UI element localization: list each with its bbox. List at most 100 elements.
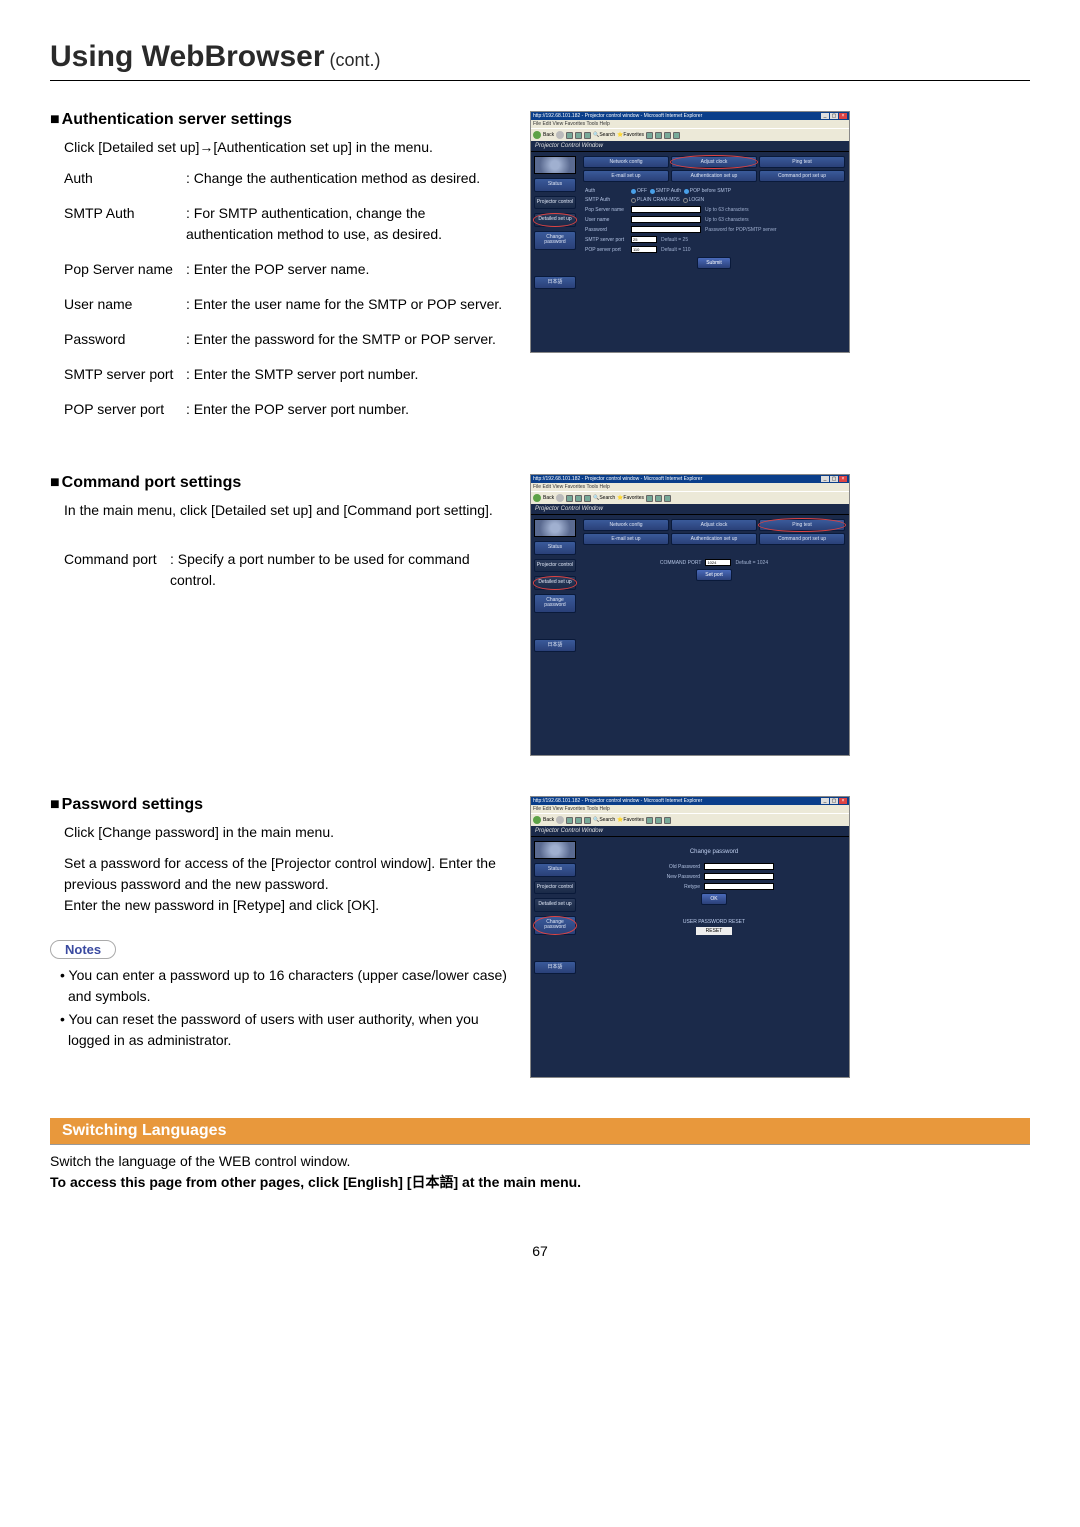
- pcw-sidebar: Status Projector control Detailed set up…: [531, 837, 579, 1077]
- history-icon[interactable]: [655, 132, 662, 139]
- tab-adjust-clock[interactable]: Adjust clock: [671, 156, 757, 168]
- tab-ping[interactable]: Ping test: [759, 519, 845, 531]
- ie-toolbar: Back 🔍Search ⭐Favorites: [531, 491, 849, 504]
- tab-network[interactable]: Network config: [583, 156, 669, 168]
- notes-label: Notes: [50, 940, 116, 959]
- command-intro: In the main menu, click [Detailed set up…: [64, 500, 510, 521]
- radio-off[interactable]: [631, 189, 636, 194]
- pcw-sidebar: Status Projector control Detailed set up…: [531, 515, 579, 755]
- switching-line1: Switch the language of the WEB control w…: [50, 1151, 1030, 1172]
- tab-auth[interactable]: Authentication set up: [671, 533, 757, 545]
- forward-icon[interactable]: [556, 494, 564, 502]
- logo-icon: [534, 156, 576, 174]
- print-icon[interactable]: [673, 132, 680, 139]
- auth-heading: Authentication server settings: [50, 111, 510, 129]
- tab-command-port[interactable]: Command port set up: [759, 170, 845, 182]
- form-user-name: User name Up to 63 characters: [585, 216, 843, 223]
- ok-button[interactable]: OK: [701, 893, 726, 905]
- reset-button[interactable]: RESET: [696, 927, 733, 935]
- command-heading: Command port settings: [50, 474, 510, 492]
- command-screenshot: http://192.68.101.182 - Projector contro…: [530, 474, 850, 756]
- tab-ping[interactable]: Ping test: [759, 156, 845, 168]
- nav-change-password[interactable]: Change password: [534, 594, 576, 613]
- nav-japanese[interactable]: 日本語: [534, 961, 576, 975]
- retype-input[interactable]: [704, 883, 774, 890]
- nav-status[interactable]: Status: [534, 541, 576, 555]
- def-smtp-auth: SMTP Auth : For SMTP authentication, cha…: [64, 203, 510, 245]
- nav-detailed-setup[interactable]: Detailed set up: [534, 213, 576, 227]
- back-icon[interactable]: [533, 131, 541, 139]
- pcw-title: Projector Control Window: [531, 826, 849, 837]
- pcw-sidebar: Status Projector control Detailed set up…: [531, 152, 579, 352]
- nav-change-password[interactable]: Change password: [534, 231, 576, 250]
- back-icon[interactable]: [533, 494, 541, 502]
- form-pop-server: Pop Server name Up to 63 characters: [585, 206, 843, 213]
- old-password-input[interactable]: [704, 863, 774, 870]
- nav-status[interactable]: Status: [534, 863, 576, 877]
- submit-button[interactable]: Submit: [697, 257, 731, 269]
- smtp-port-input[interactable]: 25: [631, 236, 657, 243]
- radio-smtp[interactable]: [650, 189, 655, 194]
- ie-titlebar: http://192.68.101.182 - Projector contro…: [531, 797, 849, 805]
- radio-plain[interactable]: [631, 198, 636, 203]
- password-section: Password settings Click [Change password…: [50, 796, 1030, 1078]
- tab-email[interactable]: E-mail set up: [583, 170, 669, 182]
- form-retype: Retype: [583, 883, 845, 890]
- nav-change-password[interactable]: Change password: [534, 916, 576, 935]
- radio-login[interactable]: [683, 198, 688, 203]
- nav-detailed-setup[interactable]: Detailed set up: [534, 898, 576, 912]
- pop-server-input[interactable]: [631, 206, 701, 213]
- reset-heading: USER PASSWORD RESET: [583, 919, 845, 925]
- back-icon[interactable]: [533, 816, 541, 824]
- forward-icon[interactable]: [556, 131, 564, 139]
- radio-pop[interactable]: [684, 189, 689, 194]
- switching-line2: To access this page from other pages, cl…: [50, 1172, 1030, 1193]
- password-screenshot: http://192.68.101.182 - Projector contro…: [530, 796, 850, 1078]
- form-new-password: New Password: [583, 873, 845, 880]
- auth-intro: Click [Detailed set up]→[Authentication …: [64, 137, 510, 158]
- form-command-port: COMMAND PORT 1024 Default = 1024: [585, 559, 843, 566]
- ie-toolbar: Back 🔍Search ⭐Favorites: [531, 128, 849, 141]
- nav-projector-control[interactable]: Projector control: [534, 881, 576, 895]
- change-password-heading: Change password: [583, 849, 845, 855]
- mail-icon[interactable]: [664, 132, 671, 139]
- new-password-input[interactable]: [704, 873, 774, 880]
- user-name-input[interactable]: [631, 216, 701, 223]
- pcw-title: Projector Control Window: [531, 504, 849, 515]
- switching-heading: Switching Languages: [50, 1118, 1030, 1145]
- stop-icon[interactable]: [566, 132, 573, 139]
- form-pop-port: POP server port 110 Default = 110: [585, 246, 843, 253]
- form-old-password: Old Password: [583, 863, 845, 870]
- forward-icon[interactable]: [556, 816, 564, 824]
- refresh-icon[interactable]: [575, 132, 582, 139]
- nav-detailed-setup[interactable]: Detailed set up: [534, 576, 576, 590]
- home-icon[interactable]: [584, 132, 591, 139]
- auth-screenshot: http://192.68.101.182 - Projector contro…: [530, 111, 850, 353]
- ie-menubar: File Edit View Favorites Tools Help: [531, 483, 849, 491]
- ie-menubar: File Edit View Favorites Tools Help: [531, 120, 849, 128]
- tab-adjust-clock[interactable]: Adjust clock: [671, 519, 757, 531]
- command-section: Command port settings In the main menu, …: [50, 474, 1030, 756]
- media-icon[interactable]: [646, 132, 653, 139]
- tab-network[interactable]: Network config: [583, 519, 669, 531]
- nav-status[interactable]: Status: [534, 178, 576, 192]
- notes-list: You can enter a password up to 16 charac…: [50, 965, 510, 1051]
- set-port-button[interactable]: Set port: [696, 569, 732, 581]
- password-input[interactable]: [631, 226, 701, 233]
- nav-japanese[interactable]: 日本語: [534, 276, 576, 290]
- note-item: You can enter a password up to 16 charac…: [60, 965, 510, 1007]
- form-password: Password Password for POP/SMTP server: [585, 226, 843, 233]
- tab-command-port[interactable]: Command port set up: [759, 533, 845, 545]
- nav-projector-control[interactable]: Projector control: [534, 196, 576, 210]
- password-line3: Enter the new password in [Retype] and c…: [64, 895, 510, 916]
- def-password: Password : Enter the password for the SM…: [64, 329, 510, 350]
- pcw-title: Projector Control Window: [531, 141, 849, 152]
- pop-port-input[interactable]: 110: [631, 246, 657, 253]
- nav-projector-control[interactable]: Projector control: [534, 559, 576, 573]
- tab-email[interactable]: E-mail set up: [583, 533, 669, 545]
- ie-toolbar: Back 🔍Search ⭐Favorites: [531, 813, 849, 826]
- ie-menubar: File Edit View Favorites Tools Help: [531, 805, 849, 813]
- nav-japanese[interactable]: 日本語: [534, 639, 576, 653]
- command-port-input[interactable]: 1024: [705, 559, 731, 566]
- tab-auth[interactable]: Authentication set up: [671, 170, 757, 182]
